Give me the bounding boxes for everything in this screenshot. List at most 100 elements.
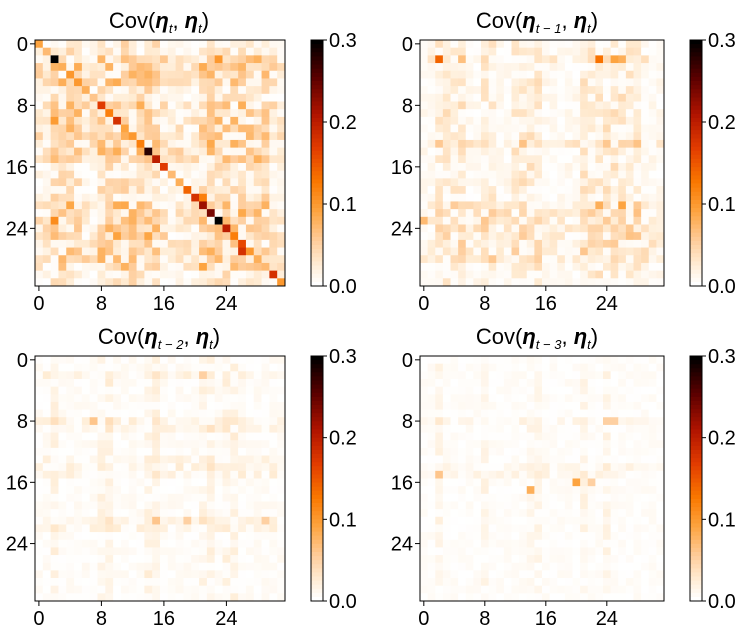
heatmap-cell (564, 539, 573, 548)
heatmap-cell (603, 139, 612, 149)
heatmap-cell (580, 55, 589, 64)
heatmap-cell (442, 40, 451, 49)
heatmap-cell (603, 447, 612, 456)
heatmap-cell (144, 262, 153, 272)
heatmap-cell (519, 555, 528, 564)
heatmap-cell (641, 270, 650, 279)
heatmap-cell (625, 501, 634, 510)
colorbar-segment (311, 216, 323, 221)
heatmap-cell (105, 578, 114, 587)
heatmap-cell (526, 232, 535, 241)
heatmap-cell (542, 101, 551, 110)
heatmap-cell (610, 555, 619, 564)
heatmap-cell (503, 532, 512, 541)
heatmap-cell (603, 432, 612, 441)
heatmap-cell (511, 447, 520, 456)
heatmap-cell (511, 585, 520, 594)
heatmap-cell (245, 147, 255, 156)
heatmap-cell (113, 209, 122, 218)
heatmap-cell (269, 463, 278, 472)
heatmap-cell (473, 386, 482, 395)
heatmap-cell (427, 163, 436, 172)
heatmap-cell (144, 101, 153, 110)
heatmap-cell (230, 224, 239, 233)
heatmap-cell (549, 363, 558, 372)
heatmap-cell (442, 116, 451, 125)
heatmap-cell (435, 555, 444, 564)
heatmap-cell (277, 193, 286, 202)
heatmap-cell (503, 394, 512, 403)
heatmap-cell (427, 209, 436, 218)
heatmap-cell (420, 463, 429, 472)
heatmap-cell (105, 394, 114, 403)
heatmap-cell (160, 417, 169, 426)
heatmap-cell (618, 224, 627, 233)
heatmap-cell (167, 486, 177, 495)
colorbar-tick-label: 0.0 (329, 591, 357, 613)
heatmap-cell (199, 570, 208, 579)
heatmap-cell (136, 363, 145, 372)
heatmap-cell (603, 147, 612, 156)
heatmap-cell (534, 132, 543, 141)
heatmap-cell (458, 532, 467, 541)
heatmap-cell (549, 432, 558, 441)
heatmap-cell (277, 470, 286, 479)
heatmap-cell (253, 539, 262, 548)
heatmap-cell (473, 155, 482, 164)
heatmap-cell (206, 409, 216, 418)
heatmap-cell (214, 562, 223, 571)
heatmap-cell (105, 186, 114, 195)
heatmap-cell (269, 247, 278, 256)
heatmap-cell (580, 371, 589, 380)
heatmap-cell (183, 539, 192, 548)
heatmap-cell (58, 424, 67, 433)
heatmap-cell (230, 539, 239, 548)
heatmap-cell (167, 447, 177, 456)
heatmap-cell (105, 493, 114, 502)
heatmap-cell (206, 547, 216, 556)
heatmap-cell (557, 178, 566, 187)
heatmap-cell (564, 555, 573, 564)
heatmap-cell (557, 455, 566, 464)
heatmap-cell (549, 86, 558, 95)
heatmap-cell (277, 270, 286, 279)
heatmap-cell (152, 363, 161, 372)
heatmap-cell (42, 424, 52, 433)
heatmap-cell (473, 170, 482, 179)
heatmap-cell (144, 147, 153, 156)
heatmap-cell (136, 401, 145, 410)
heatmap-cell (144, 539, 153, 548)
heatmap-cell (595, 516, 604, 525)
heatmap-cell (496, 255, 505, 264)
heatmap-cell (648, 394, 657, 403)
heatmap-cell (580, 139, 589, 149)
heatmap-cell (503, 178, 512, 187)
heatmap-cell (511, 356, 520, 365)
heatmap-cell (648, 63, 657, 72)
colorbar-segment (311, 372, 323, 378)
heatmap-cell (175, 440, 184, 449)
heatmap-cell (442, 463, 451, 472)
heatmap-cell (458, 440, 467, 449)
heatmap-cell (450, 524, 459, 533)
y-tick-label: 16 (6, 157, 28, 179)
heatmap-cell (35, 116, 44, 125)
heatmap-cell (580, 239, 589, 248)
heatmap-cell (549, 417, 558, 426)
heatmap-cell (222, 78, 231, 87)
colorbar-segment (311, 588, 323, 594)
heatmap-cell (458, 178, 467, 187)
colorbar-segment (311, 519, 323, 525)
heatmap-cell (128, 247, 137, 256)
heatmap-cell (183, 239, 192, 248)
heatmap-cell (136, 163, 145, 172)
heatmap-cell (610, 570, 619, 579)
heatmap-cell (618, 555, 627, 564)
heatmap-cell (199, 524, 208, 533)
heatmap-cell (206, 278, 216, 287)
heatmap-cell (534, 186, 543, 195)
heatmap-cell (230, 363, 239, 372)
heatmap-cell (633, 440, 642, 449)
heatmap-cell (58, 539, 67, 548)
heatmap-cell (42, 493, 52, 502)
